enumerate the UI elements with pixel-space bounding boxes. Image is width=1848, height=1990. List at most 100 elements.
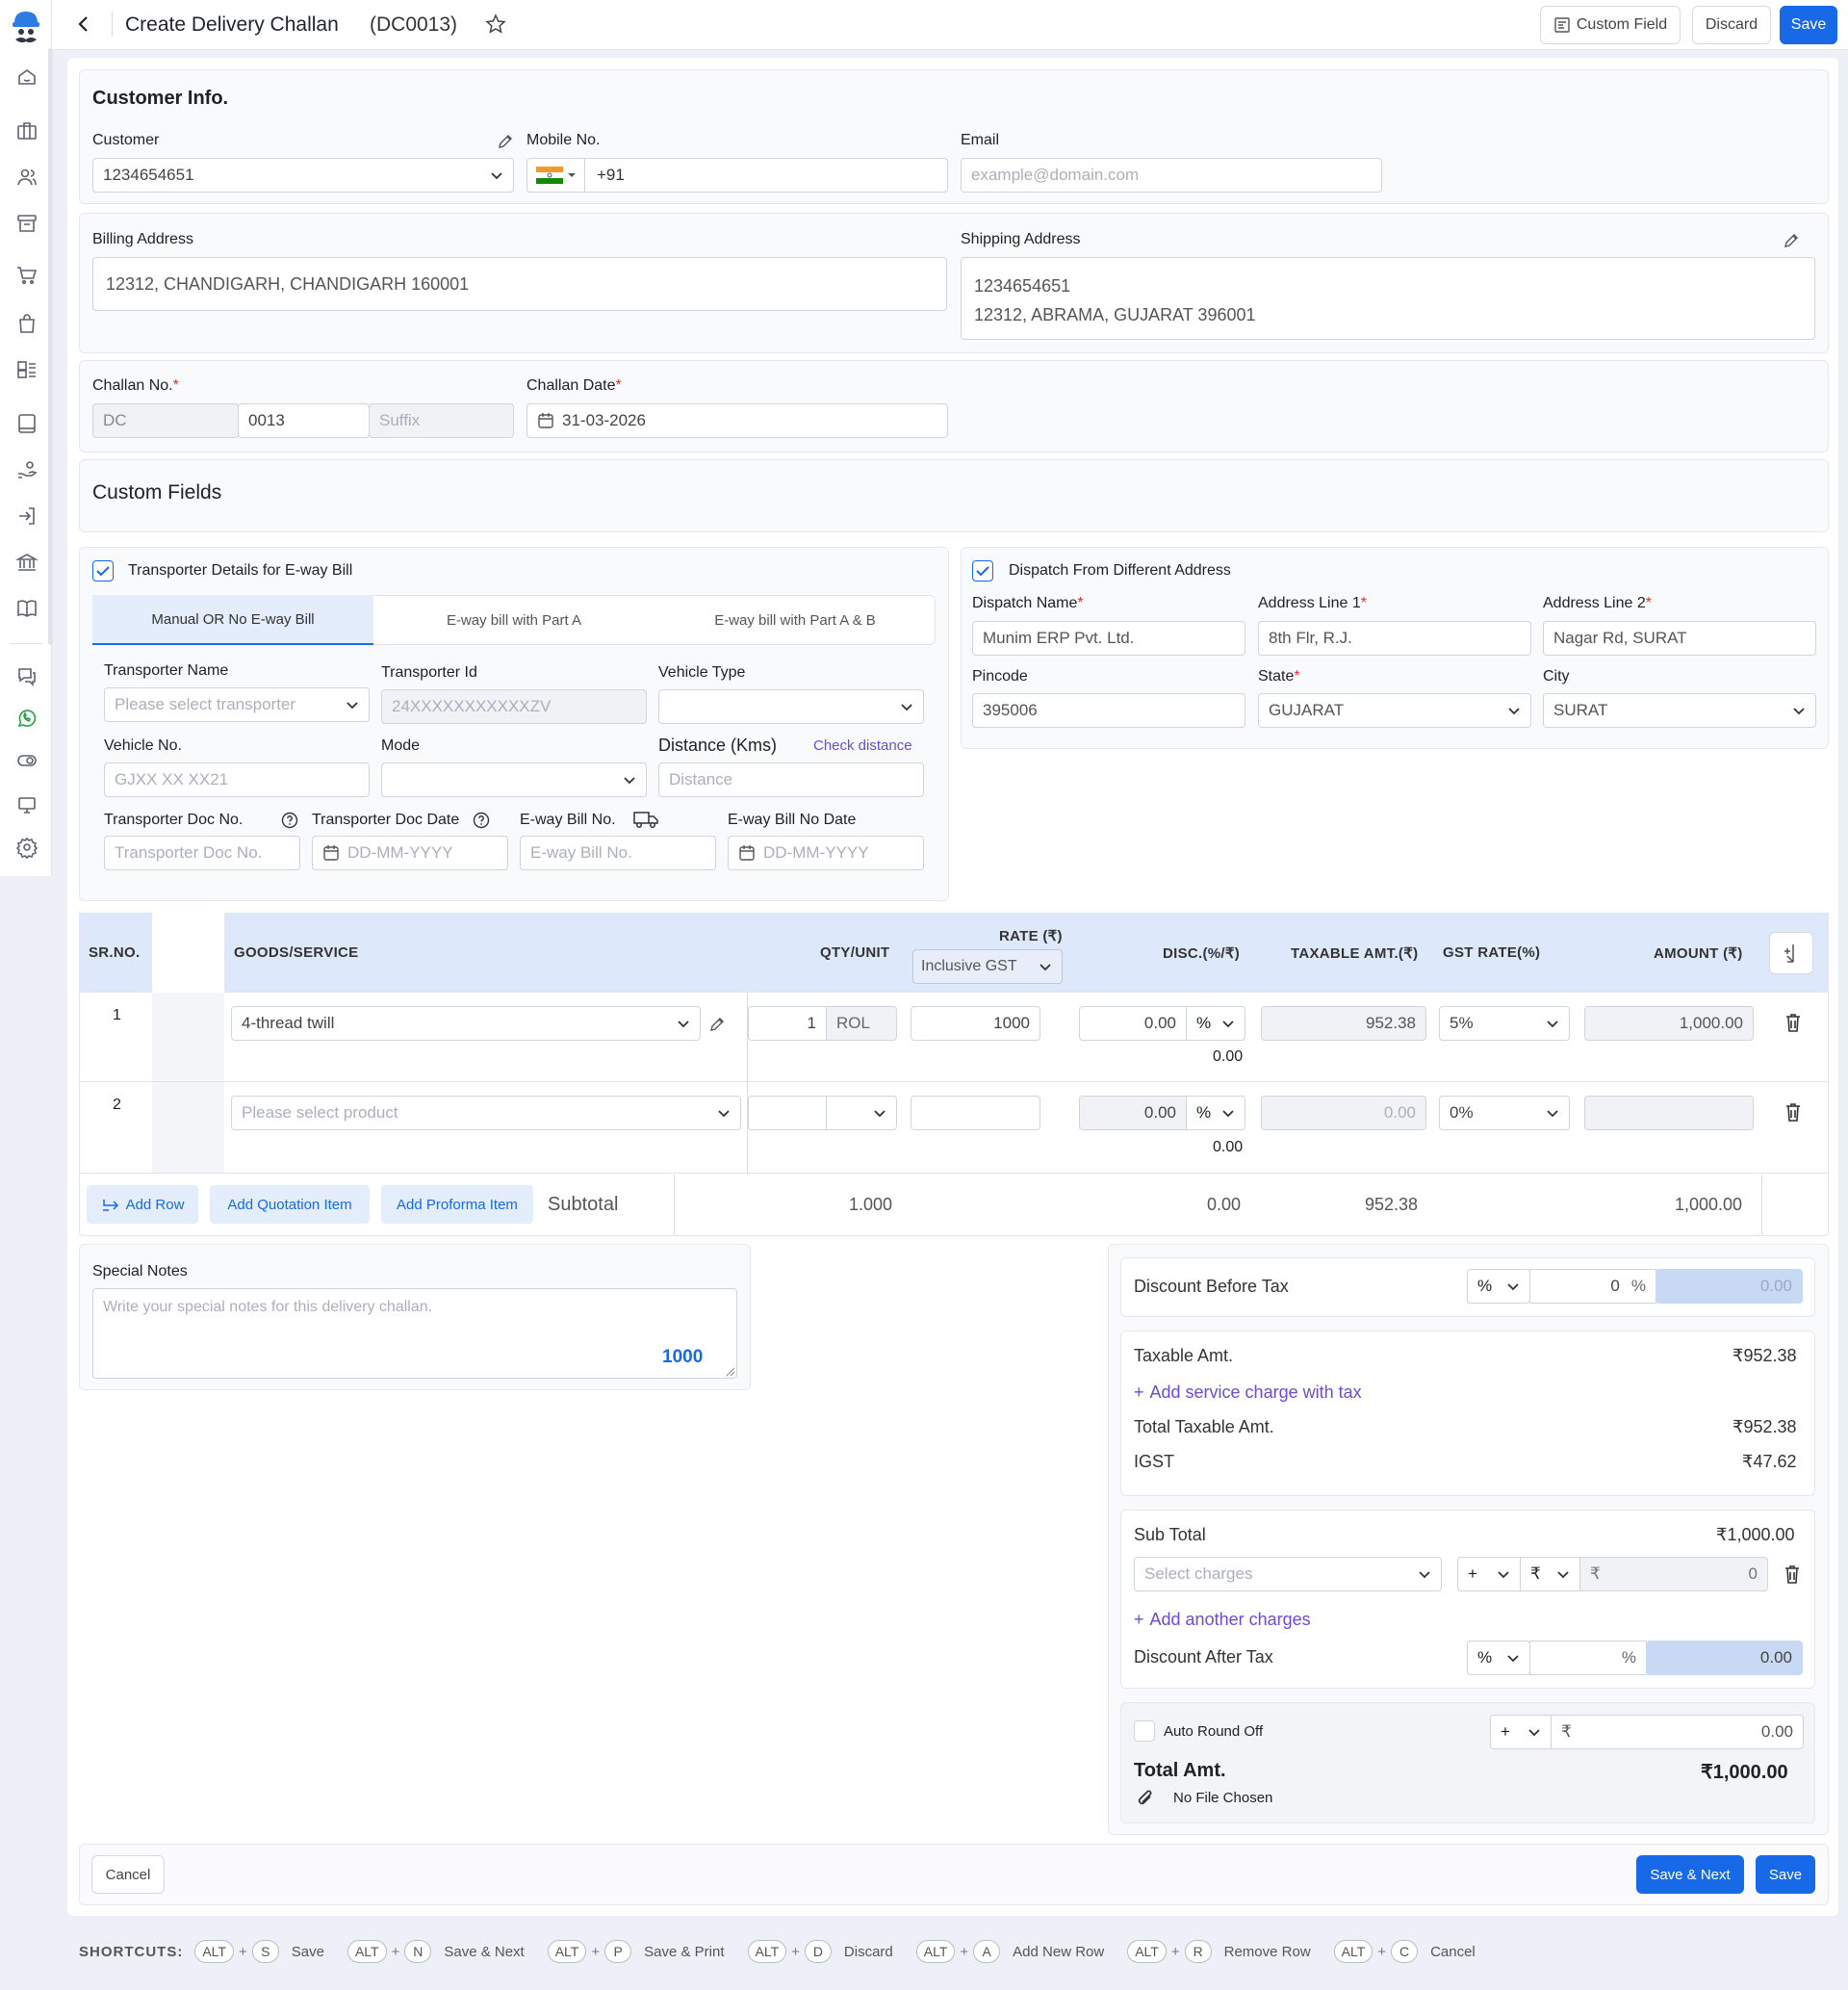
book-icon[interactable] — [13, 595, 40, 622]
cart-icon[interactable] — [13, 262, 40, 289]
settings-gear-icon[interactable] — [13, 834, 40, 861]
row1-gst-select[interactable]: 5% — [1439, 1006, 1570, 1041]
row2-gst-select[interactable]: 0% — [1439, 1096, 1570, 1130]
round-value-field[interactable]: ₹0.00 — [1551, 1715, 1804, 1749]
edit-product-pencil-icon[interactable] — [708, 1016, 726, 1033]
row2-discount-type[interactable]: % — [1186, 1096, 1245, 1130]
resize-handle-icon[interactable] — [726, 1367, 735, 1377]
monitor-icon[interactable] — [13, 791, 40, 818]
toggle-icon[interactable] — [13, 747, 40, 774]
back-arrow-icon[interactable] — [73, 13, 94, 35]
dbt-value-field[interactable]: 0% — [1529, 1269, 1656, 1304]
support-chat-icon[interactable] — [13, 662, 40, 689]
attachment-paperclip-icon[interactable] — [1134, 1788, 1155, 1809]
delete-row2-trash-icon[interactable] — [1784, 1101, 1803, 1123]
delete-charge-trash-icon[interactable] — [1783, 1564, 1802, 1585]
dat-value-field[interactable]: % — [1529, 1641, 1647, 1675]
edit-shipping-pencil-icon[interactable] — [1783, 232, 1800, 249]
briefcase-icon[interactable] — [13, 117, 40, 144]
charge-currency-select[interactable]: ₹ — [1520, 1557, 1580, 1591]
row2-qty-field[interactable] — [748, 1096, 827, 1130]
doc-date-picker[interactable]: DD-MM-YYYY — [312, 836, 508, 870]
row2-product-select[interactable]: Please select product — [231, 1096, 741, 1130]
dispatch-name-field[interactable]: Munim ERP Pvt. Ltd. — [972, 621, 1245, 656]
dispatch-checkbox[interactable] — [972, 560, 993, 581]
footer-save-button[interactable]: Save — [1756, 1855, 1815, 1894]
row1-unit-field[interactable]: ROL — [826, 1006, 897, 1041]
edit-customer-pencil-icon[interactable] — [497, 133, 514, 150]
customer-select[interactable]: 1234654651 — [92, 158, 514, 193]
auto-round-off-checkbox[interactable] — [1134, 1720, 1155, 1742]
column-settings-button[interactable] — [1769, 932, 1813, 974]
home-icon[interactable] — [13, 64, 40, 90]
add-service-charge-link[interactable]: + Add service charge with tax — [1134, 1383, 1362, 1403]
add-another-charges-link[interactable]: + Add another charges — [1134, 1610, 1311, 1630]
select-charges-dropdown[interactable]: Select charges — [1134, 1557, 1442, 1591]
check-distance-link[interactable]: Check distance — [813, 737, 912, 754]
dat-type-select[interactable]: % — [1467, 1641, 1530, 1675]
delete-row1-trash-icon[interactable] — [1784, 1012, 1803, 1033]
round-sign-select[interactable]: + — [1490, 1715, 1552, 1749]
shipping-address-field[interactable]: 1234654651 12312, ABRAMA, GUJARAT 396001 — [961, 257, 1815, 340]
archive-icon[interactable] — [13, 210, 40, 237]
munim-logo-icon[interactable] — [10, 8, 42, 48]
pincode-field[interactable]: 395006 — [972, 693, 1245, 728]
shopping-bag-icon[interactable] — [13, 310, 40, 337]
row2-unit-select[interactable] — [826, 1096, 897, 1130]
bank-icon[interactable] — [13, 549, 40, 576]
sidebar-scrollbar[interactable] — [48, 48, 53, 645]
distance-field[interactable]: Distance — [658, 762, 924, 797]
address-line1-field[interactable]: 8th Flr, R.J. — [1258, 621, 1531, 656]
transporter-name-select[interactable]: Please select transporter — [104, 687, 370, 722]
payments-icon[interactable] — [13, 456, 40, 483]
email-field[interactable]: example@domain.com — [961, 158, 1382, 193]
eway-no-field[interactable]: E-way Bill No. — [520, 836, 716, 870]
row1-qty-field[interactable]: 1 — [748, 1006, 827, 1041]
add-row-button[interactable]: Add Row — [87, 1185, 198, 1224]
save-button[interactable]: Save — [1780, 6, 1837, 44]
doc-no-field[interactable]: Transporter Doc No. — [104, 836, 300, 870]
city-select[interactable]: SURAT — [1543, 693, 1816, 728]
help-circle-icon[interactable] — [473, 812, 490, 829]
rate-mode-select[interactable]: Inclusive GST — [912, 949, 1063, 984]
challan-prefix-field[interactable]: DC — [92, 403, 239, 438]
row2-discount-field[interactable]: 0.00 — [1079, 1096, 1187, 1130]
dbt-type-select[interactable]: % — [1467, 1269, 1530, 1304]
row1-rate-field[interactable]: 1000 — [911, 1006, 1040, 1041]
transporter-checkbox[interactable] — [92, 560, 114, 581]
add-quotation-item-button[interactable]: Add Quotation Item — [210, 1185, 370, 1224]
tab-eway-part-ab[interactable]: E-way bill with Part A & B — [714, 611, 876, 629]
mobile-input[interactable]: +91 — [526, 158, 948, 193]
help-circle-icon[interactable] — [281, 812, 298, 829]
transporter-id-field[interactable]: 24XXXXXXXXXXXZV — [381, 689, 647, 724]
add-proforma-item-button[interactable]: Add Proforma Item — [381, 1185, 533, 1224]
mode-select[interactable] — [381, 762, 647, 797]
save-and-next-button[interactable]: Save & Next — [1636, 1855, 1744, 1894]
users-icon[interactable] — [13, 164, 40, 191]
challan-suffix-field[interactable]: Suffix — [369, 403, 514, 438]
charge-sign-select[interactable]: + — [1457, 1557, 1521, 1591]
country-flag-select[interactable] — [527, 159, 585, 192]
row1-product-select[interactable]: 4-thread twill — [231, 1006, 701, 1041]
ledger-icon[interactable] — [13, 410, 40, 437]
vehicle-no-field[interactable]: GJXX XX XX21 — [104, 762, 370, 797]
charge-value-field[interactable]: ₹0 — [1579, 1557, 1768, 1591]
vehicle-type-select[interactable] — [658, 689, 924, 724]
row1-discount-type[interactable]: % — [1186, 1006, 1245, 1041]
special-notes-textarea[interactable]: Write your special notes for this delive… — [92, 1288, 737, 1379]
discard-button[interactable]: Discard — [1692, 6, 1771, 44]
state-select[interactable]: GUJARAT — [1258, 693, 1531, 728]
transfer-icon[interactable] — [13, 503, 40, 530]
custom-field-button[interactable]: Custom Field — [1540, 6, 1681, 44]
cancel-button[interactable]: Cancel — [91, 1855, 165, 1894]
tab-manual-eway[interactable]: Manual OR No E-way Bill — [92, 595, 373, 645]
challan-date-picker[interactable]: 31-03-2026 — [526, 403, 948, 438]
eway-date-picker[interactable]: DD-MM-YYYY — [728, 836, 924, 870]
whatsapp-icon[interactable] — [13, 705, 40, 732]
tab-eway-part-a[interactable]: E-way bill with Part A — [446, 611, 582, 629]
truck-icon[interactable] — [632, 809, 659, 830]
row1-discount-field[interactable]: 0.00 — [1079, 1006, 1187, 1041]
challan-number-field[interactable]: 0013 — [238, 403, 370, 438]
billing-address-field[interactable]: 12312, CHANDIGARH, CHANDIGARH 160001 — [92, 257, 947, 311]
row2-rate-field[interactable] — [911, 1096, 1040, 1130]
